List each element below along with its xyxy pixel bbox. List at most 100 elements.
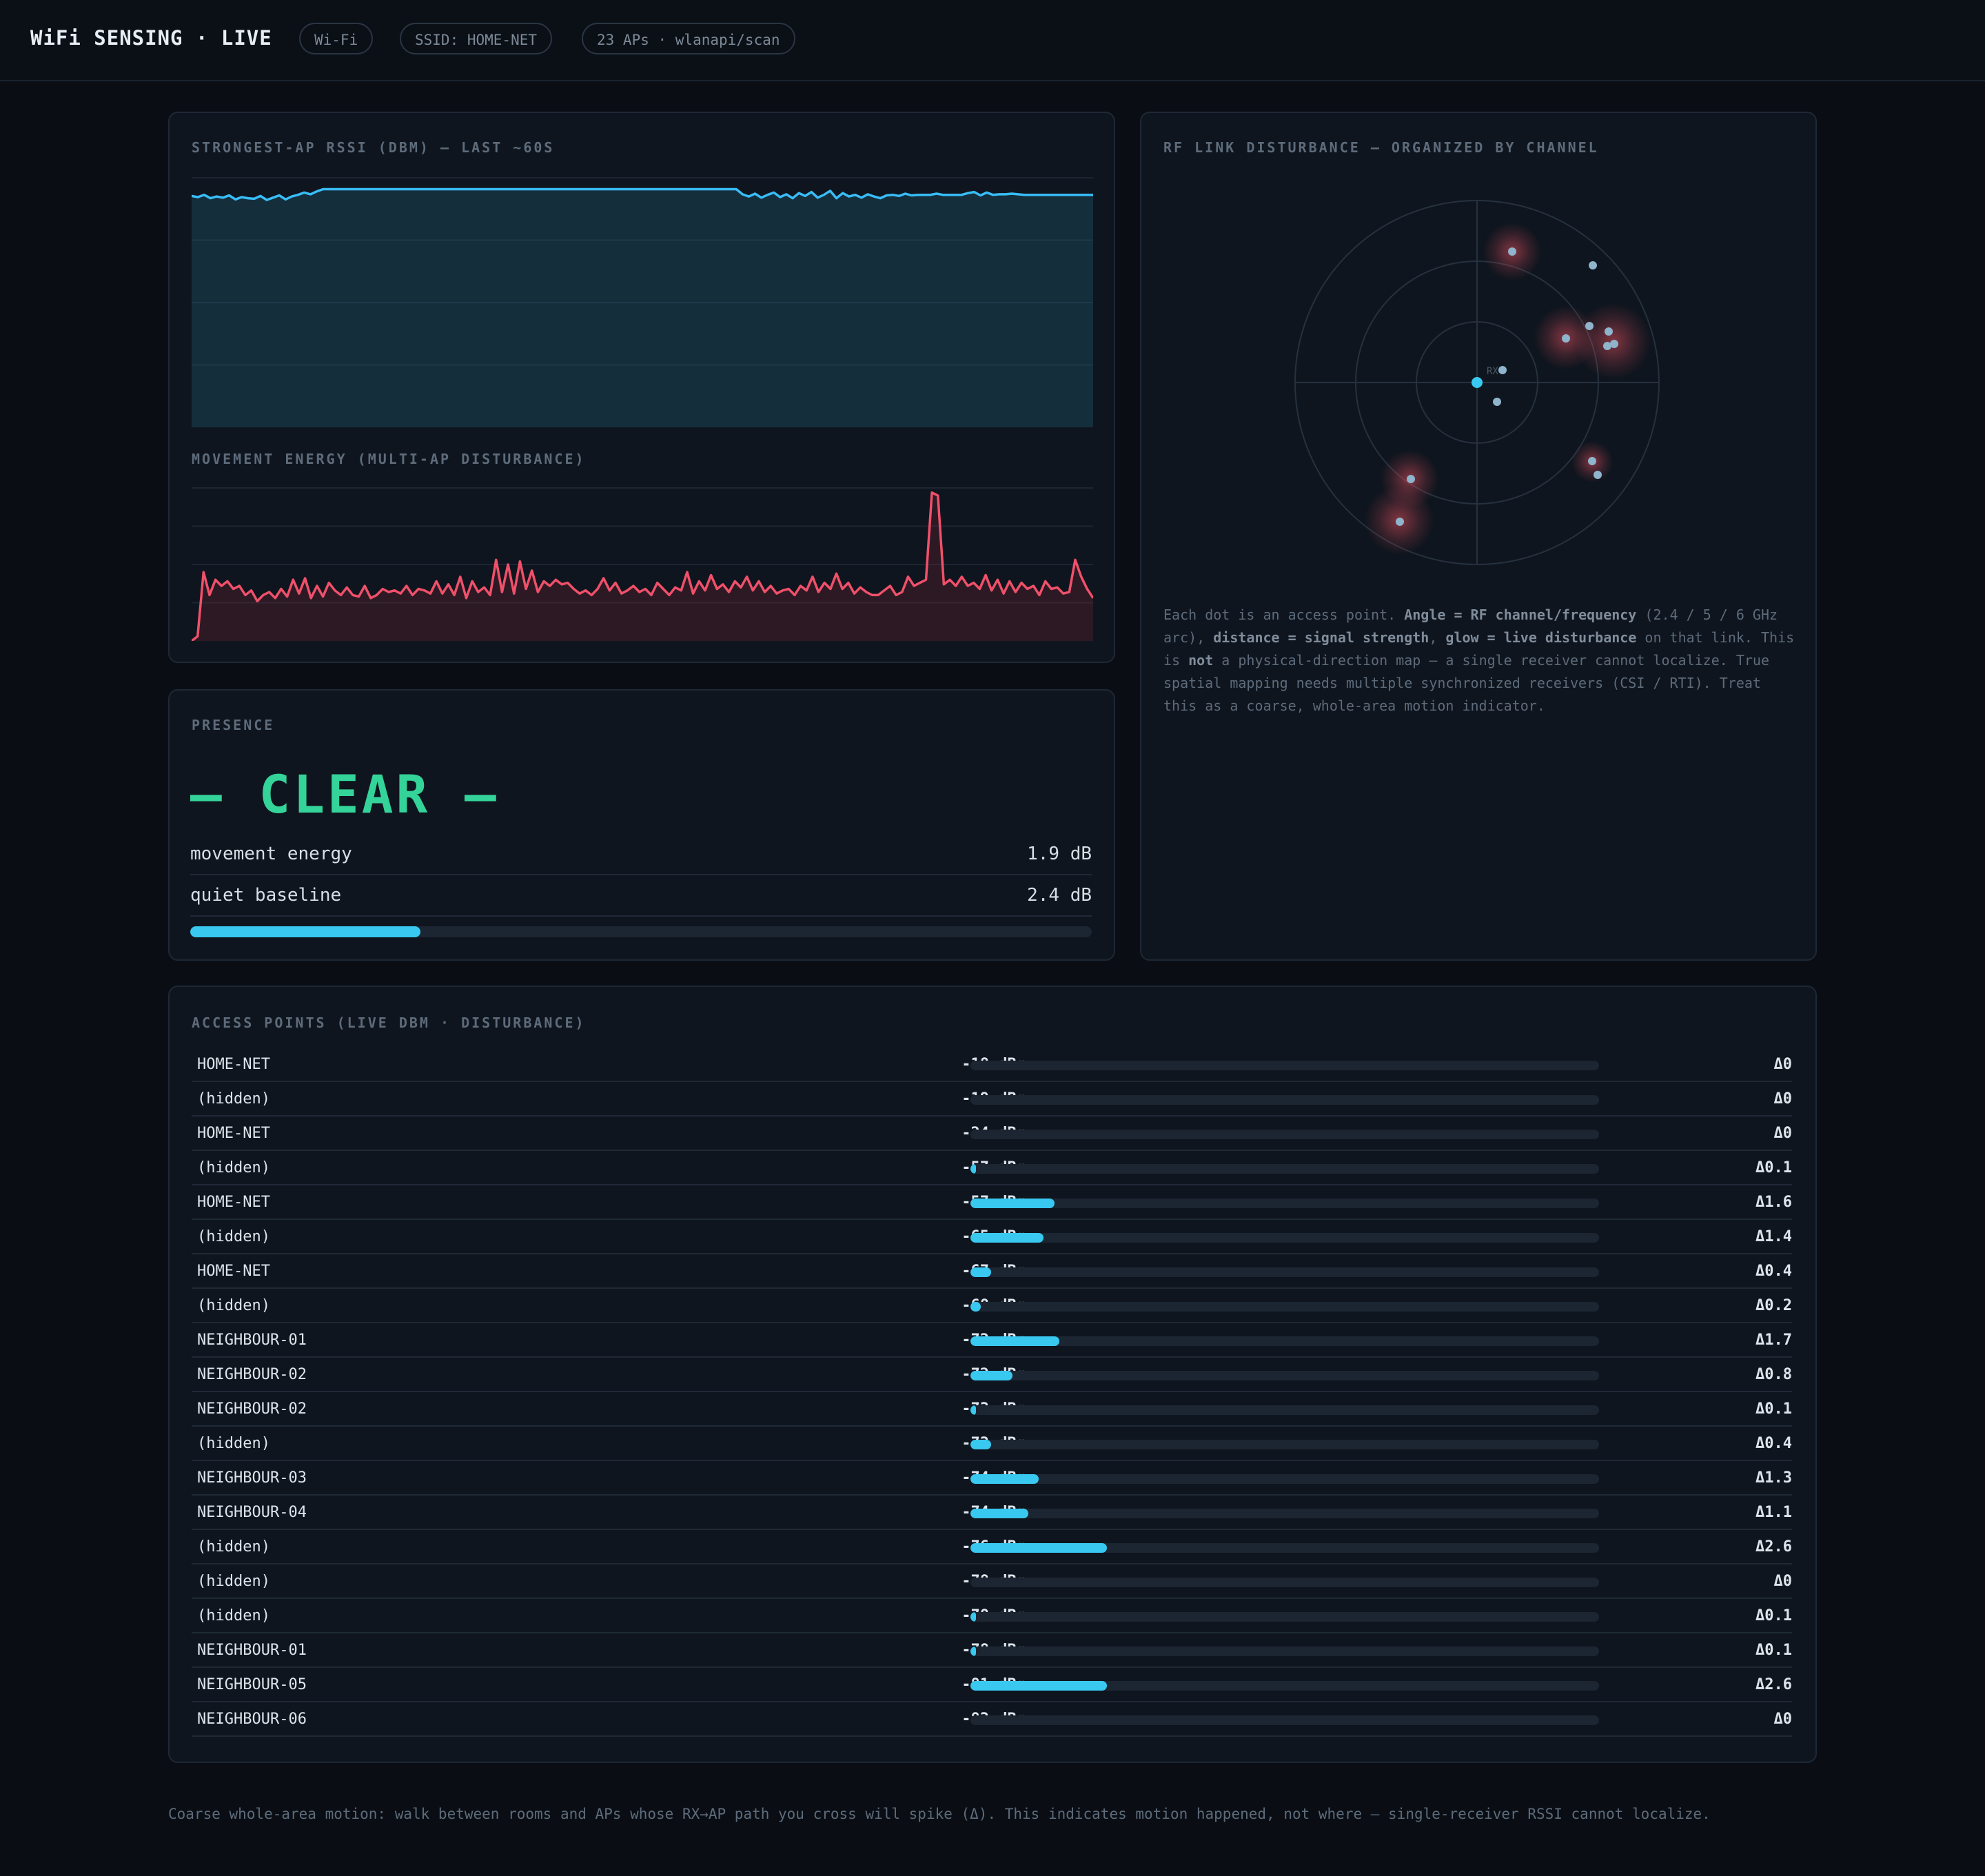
ap-ssid: NEIGHBOUR-02 — [197, 1366, 307, 1383]
ap-dot — [1396, 518, 1404, 526]
legend-text: a physical-direction map — a single rece… — [1163, 652, 1769, 714]
ap-disturbance-fill — [970, 1543, 1107, 1553]
metric-row-quiet-baseline: quiet baseline 2.4 dB — [190, 877, 1092, 917]
ap-ssid: (hidden) — [197, 1573, 270, 1590]
ap-row: (hidden)-68 dBmΔ0.2 — [192, 1289, 1792, 1323]
ap-disturbance-track — [970, 1164, 1599, 1174]
ap-delta: Δ0.2 — [1755, 1297, 1792, 1314]
app-title: WiFi SENSING · LIVE — [30, 26, 272, 50]
ap-ssid: (hidden) — [197, 1607, 270, 1624]
metric-label: quiet baseline — [190, 885, 342, 906]
ap-disturbance-track — [970, 1267, 1599, 1277]
chart-area-fill — [192, 189, 1093, 427]
disturbance-glows — [1365, 223, 1651, 555]
ap-delta: Δ1.1 — [1755, 1504, 1792, 1521]
ap-dot — [1605, 327, 1613, 336]
ap-delta: Δ0.1 — [1755, 1400, 1792, 1418]
metric-value: 2.4 dB — [1027, 885, 1092, 906]
ap-ssid: NEIGHBOUR-01 — [197, 1642, 307, 1659]
ap-ssid: NEIGHBOUR-04 — [197, 1504, 307, 1521]
ap-row: HOME-NET-67 dBmΔ0.4 — [192, 1254, 1792, 1289]
legend-text: (2.4 / 5 / 6 GHz arc), — [1163, 606, 1778, 646]
ap-ssid: HOME-NET — [197, 1194, 270, 1211]
chart-series-line — [192, 491, 1093, 641]
charts-panel — [168, 112, 1115, 663]
chart-series-line — [192, 187, 1093, 201]
ap-disturbance-track — [970, 1646, 1599, 1656]
energy-chart-title: MOVEMENT ENERGY (MULTI-AP DISTURBANCE) — [192, 451, 586, 467]
ap-dot — [1493, 398, 1501, 406]
ap-disturbance-track — [970, 1302, 1599, 1312]
legend-emphasis: not — [1188, 652, 1214, 669]
ap-row: NEIGHBOUR-03-74 dBmΔ1.3 — [192, 1461, 1792, 1496]
energy-chart — [192, 487, 1093, 641]
ap-disturbance-track — [970, 1681, 1599, 1691]
footer-note: Coarse whole-area motion: walk between r… — [168, 1806, 1711, 1822]
ap-disturbance-fill — [970, 1302, 981, 1312]
ap-ssid: (hidden) — [197, 1435, 270, 1452]
rssi-chart-title: STRONGEST-AP RSSI (DBM) — LAST ~60S — [192, 139, 555, 156]
ap-delta: Δ1.4 — [1755, 1228, 1792, 1245]
ap-delta: Δ1.3 — [1755, 1469, 1792, 1487]
ap-dot — [1407, 475, 1415, 483]
ap-dot — [1508, 247, 1516, 256]
ap-row: (hidden)-76 dBmΔ2.6 — [192, 1530, 1792, 1564]
ap-row: HOME-NET-24 dBmΔ0 — [192, 1117, 1792, 1151]
ap-dot — [1594, 471, 1602, 479]
radar-legend: Each dot is an access point. Angle = RF … — [1163, 604, 1798, 717]
ap-delta: Δ0.1 — [1755, 1159, 1792, 1176]
presence-state: — CLEAR — — [190, 764, 499, 825]
ap-delta: Δ0 — [1773, 1125, 1793, 1142]
ap-delta: Δ1.6 — [1755, 1194, 1792, 1211]
ap-row: NEIGHBOUR-04-74 dBmΔ1.1 — [192, 1496, 1792, 1530]
ap-delta: Δ0 — [1773, 1090, 1793, 1108]
ap-delta: Δ0 — [1773, 1711, 1793, 1728]
ap-row: HOME-NET-18 dBmΔ0 — [192, 1048, 1792, 1082]
ap-ssid: NEIGHBOUR-03 — [197, 1469, 307, 1487]
ap-row: HOME-NET-57 dBmΔ1.6 — [192, 1185, 1792, 1220]
ap-row: (hidden)-57 dBmΔ0.1 — [192, 1151, 1792, 1185]
legend-emphasis: distance = signal strength — [1213, 629, 1429, 646]
channel-radar: RX — [1294, 200, 1660, 565]
ap-ssid: (hidden) — [197, 1159, 270, 1176]
ap-row: NEIGHBOUR-06-83 dBmΔ0 — [192, 1702, 1792, 1737]
ap-disturbance-track — [970, 1336, 1599, 1346]
ap-disturbance-fill — [970, 1646, 976, 1656]
ap-row: NEIGHBOUR-05-81 dBmΔ2.6 — [192, 1668, 1792, 1702]
ap-dot — [1603, 342, 1611, 350]
ap-delta: Δ2.6 — [1755, 1538, 1792, 1556]
rssi-chart — [192, 177, 1093, 427]
ap-delta: Δ1.7 — [1755, 1332, 1792, 1349]
ap-disturbance-fill — [970, 1336, 1060, 1346]
ap-disturbance-track — [970, 1130, 1599, 1139]
ap-delta: Δ0.8 — [1755, 1366, 1792, 1383]
ap-row: (hidden)-73 dBmΔ0.4 — [192, 1427, 1792, 1461]
ap-disturbance-track — [970, 1199, 1599, 1208]
ap-row: (hidden)-78 dBmΔ0.1 — [192, 1599, 1792, 1633]
metric-row-movement-energy: movement energy 1.9 dB — [190, 835, 1092, 875]
ap-ssid: HOME-NET — [197, 1125, 270, 1142]
ap-delta: Δ0 — [1773, 1573, 1793, 1590]
ap-delta: Δ0.4 — [1755, 1263, 1792, 1280]
ap-row: (hidden)-65 dBmΔ1.4 — [192, 1220, 1792, 1254]
ap-disturbance-track — [970, 1474, 1599, 1484]
ap-disturbance-fill — [970, 1164, 976, 1174]
ap-dots — [1396, 247, 1618, 526]
legend-text: , — [1429, 629, 1446, 646]
ap-ssid: NEIGHBOUR-02 — [197, 1400, 307, 1418]
ssid-pill: SSID: HOME-NET — [400, 23, 553, 54]
ap-disturbance-track — [970, 1405, 1599, 1415]
ap-count-pill: 23 APs · wlanapi/scan — [582, 23, 795, 54]
ap-dot — [1562, 334, 1570, 343]
ap-disturbance-fill — [970, 1474, 1039, 1484]
legend-text: Each dot is an access point. — [1163, 606, 1405, 623]
ap-row: (hidden)-19 dBmΔ0 — [192, 1082, 1792, 1117]
ap-ssid: (hidden) — [197, 1090, 270, 1108]
presence-level-fill — [190, 926, 420, 937]
ap-disturbance-track — [970, 1578, 1599, 1587]
ap-disturbance-fill — [970, 1371, 1012, 1380]
ap-ssid: NEIGHBOUR-01 — [197, 1332, 307, 1349]
ap-ssid: HOME-NET — [197, 1056, 270, 1073]
ap-disturbance-fill — [970, 1405, 976, 1415]
presence-panel — [168, 689, 1115, 961]
